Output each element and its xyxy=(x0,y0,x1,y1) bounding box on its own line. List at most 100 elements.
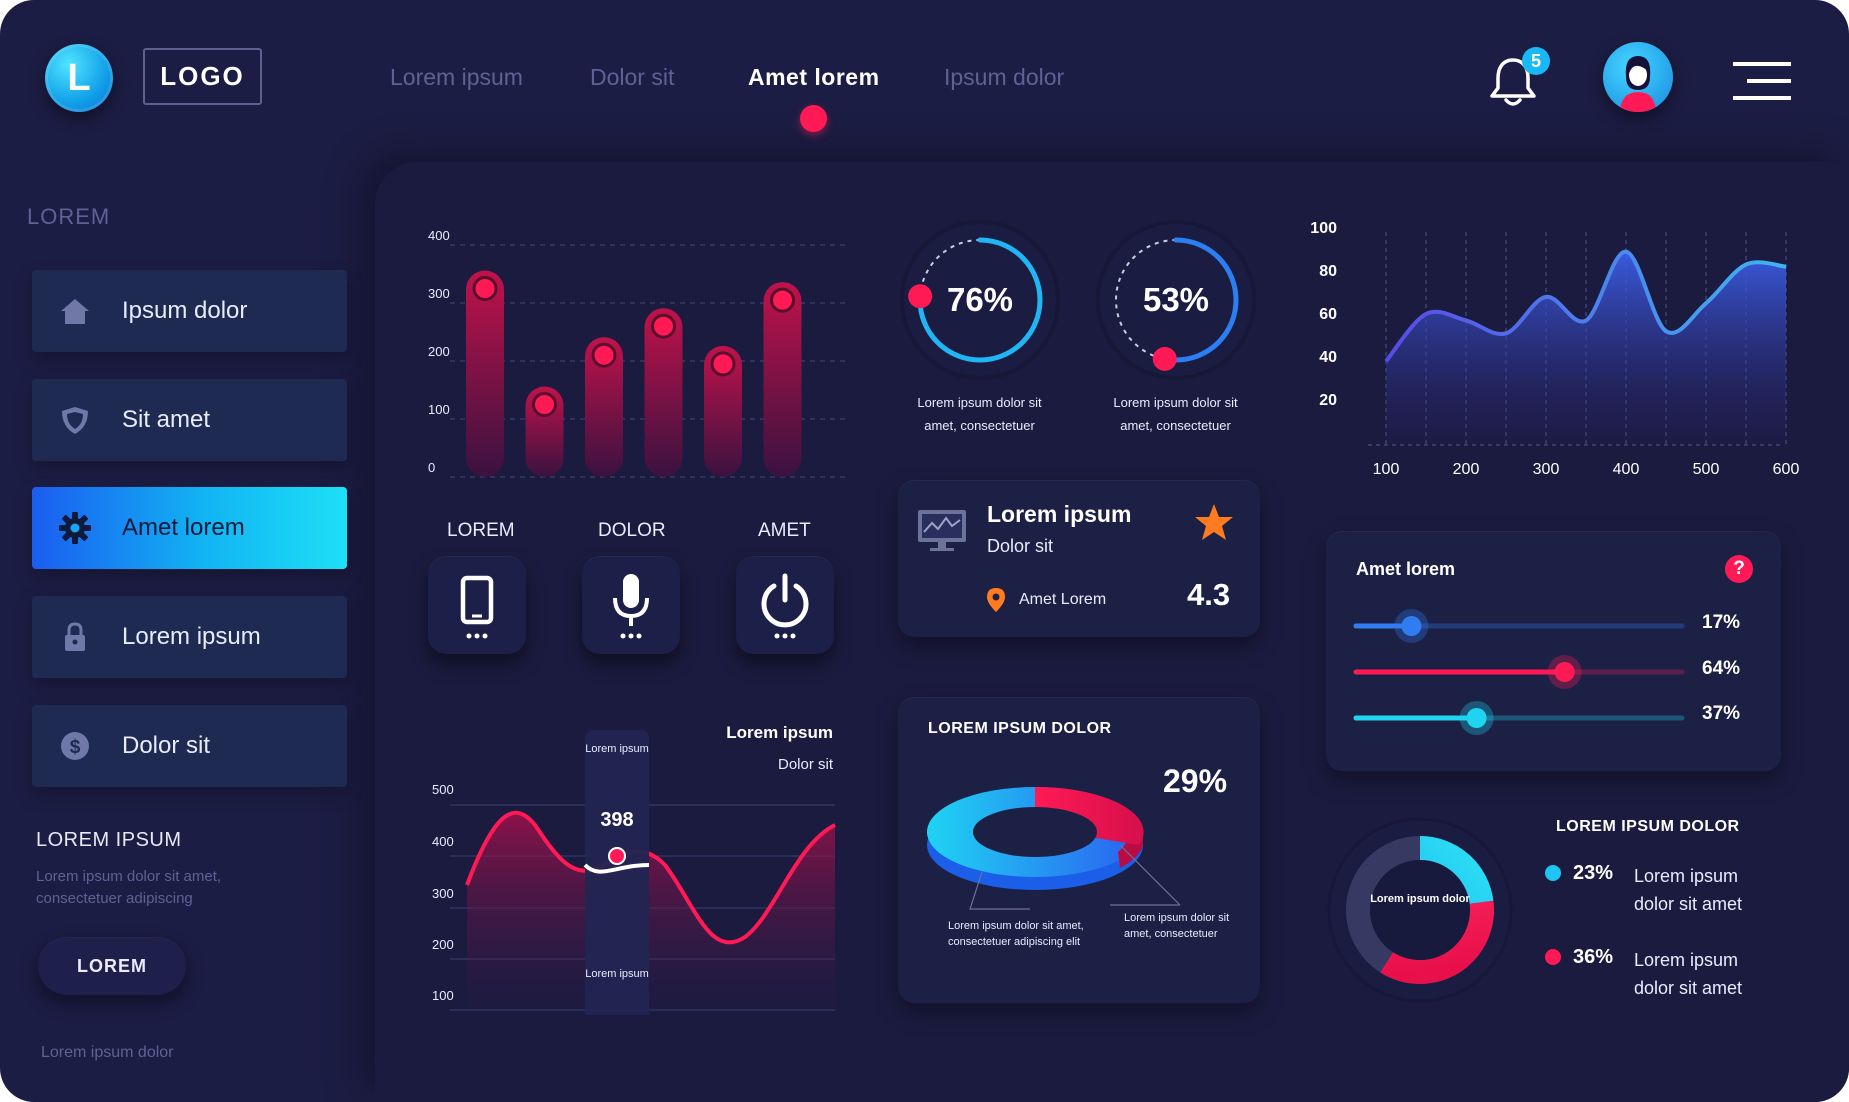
gauge-76: 76% xyxy=(900,220,1060,380)
sidebar-item-lorem-ipsum[interactable]: Lorem ipsum xyxy=(32,596,347,678)
slider-value: 17% xyxy=(1702,612,1741,633)
rating-card-subtitle: Dolor sit xyxy=(987,536,1054,556)
ring-note-left: Lorem ipsum dolor sit amet, consectetuer… xyxy=(948,920,1084,948)
wave-point[interactable] xyxy=(608,847,626,865)
legend-text: Lorem ipsum dolor sit amet xyxy=(1634,946,1742,1002)
slider-tracks[interactable] xyxy=(1353,609,1685,735)
y-tick-label: 400 xyxy=(428,228,450,243)
x-tick-label: 100 xyxy=(1373,461,1400,478)
ring-card-title: LOREM IPSUM DOLOR xyxy=(928,720,1112,737)
microphone-icon xyxy=(613,574,649,639)
bar-point[interactable] xyxy=(651,313,676,339)
sidebar-footer: Lorem ipsum dolor xyxy=(41,1044,174,1061)
gauge-53: 53% xyxy=(1096,220,1256,380)
sliders-card-title: Amet lorem xyxy=(1356,559,1456,579)
logo-badge[interactable]: L xyxy=(45,44,113,112)
gauge-caption: Lorem ipsum dolor sit amet, consectetuer xyxy=(892,391,1067,437)
home-icon xyxy=(61,299,89,324)
star-icon[interactable] xyxy=(1193,502,1235,542)
wave-line-highlight xyxy=(583,863,650,874)
wave-area xyxy=(467,812,835,1010)
hamburger-menu-icon[interactable] xyxy=(1733,60,1791,102)
wave-chart-subtitle: Dolor sit xyxy=(778,756,834,773)
donut-slice-red[interactable] xyxy=(1346,836,1494,984)
sidebar-item-label: Dolor sit xyxy=(122,732,211,759)
nav-item-ipsum-dolor[interactable]: Ipsum dolor xyxy=(944,64,1065,90)
area-chart-y-ticks: 100 80 60 40 20 xyxy=(1310,220,1337,409)
y-tick-label: 60 xyxy=(1319,306,1337,323)
monitor-chart-icon xyxy=(918,510,966,551)
bar[interactable] xyxy=(763,282,802,477)
bar-point[interactable] xyxy=(532,392,557,417)
ring-hole xyxy=(973,807,1097,857)
gauge-value: 76% xyxy=(947,281,1013,318)
legend-dot-red xyxy=(1545,949,1561,965)
sidebar-item-dolor-sit[interactable]: $ Dolor sit xyxy=(32,705,347,787)
bar[interactable] xyxy=(466,270,504,478)
sidebar-item-ipsum-dolor[interactable]: Ipsum dolor xyxy=(32,270,347,352)
sidebar-heading: LOREM xyxy=(27,204,111,229)
ring-chart-card: LOREM IPSUM DOLOR 29% Lorem ipsum dolor … xyxy=(898,697,1260,1003)
avatar[interactable] xyxy=(1603,42,1673,112)
nav-item-lorem-ipsum[interactable]: Lorem ipsum xyxy=(390,64,523,90)
rating-card[interactable]: Lorem ipsum Dolor sit Amet Lorem 4.3 xyxy=(898,480,1260,637)
rating-value: 4.3 xyxy=(1187,577,1231,612)
area-chart-x-ticks: 100 200 300 400 500 600 xyxy=(1373,461,1800,478)
gauge-caption: Lorem ipsum dolor sit amet, consectetuer xyxy=(1088,391,1263,437)
y-tick-label: 100 xyxy=(432,988,454,1003)
gauge-caption-line: Lorem ipsum dolor sit xyxy=(917,395,1042,410)
bar-point[interactable] xyxy=(710,351,736,377)
sidebar-item-label: Amet lorem xyxy=(122,514,245,541)
bar-chart-y-ticks: 400 300 200 100 0 xyxy=(428,228,450,475)
rating-card-title: Lorem ipsum xyxy=(987,501,1132,527)
y-tick-label: 300 xyxy=(428,286,450,301)
slider-handle[interactable] xyxy=(1466,708,1487,728)
sidebar-item-sit-amet[interactable]: Sit amet xyxy=(32,379,347,461)
wave-chart: 500 400 300 200 100 Lorem ipsum 398 Lore… xyxy=(432,723,836,1015)
x-tick-label: 300 xyxy=(1533,461,1560,478)
legend-dot-blue xyxy=(1545,865,1561,881)
slider-handle[interactable] xyxy=(1401,616,1422,636)
y-tick-label: 100 xyxy=(428,402,450,417)
gauge-knob[interactable] xyxy=(908,284,933,309)
sidebar-item-amet-lorem[interactable]: Amet lorem xyxy=(32,487,347,569)
donut-slice-blue[interactable] xyxy=(1346,836,1494,984)
legend-text-line: dolor sit amet xyxy=(1634,894,1743,914)
rating-card-location: Amet Lorem xyxy=(1019,591,1107,608)
bar-chart: 400 300 200 100 0 xyxy=(428,228,845,478)
bar[interactable] xyxy=(704,345,742,477)
donut-card-title: LOREM IPSUM DOLOR xyxy=(1556,818,1740,835)
bar-chart-bars xyxy=(466,270,802,478)
nav-item-amet-lorem[interactable]: Amet lorem xyxy=(748,64,880,90)
area-chart-fill xyxy=(1386,251,1786,445)
legend-percent: 36% xyxy=(1573,946,1614,968)
logo-text[interactable]: LOGO xyxy=(143,48,262,105)
gauge-knob[interactable] xyxy=(1152,346,1177,371)
question-icon[interactable]: ? xyxy=(1725,555,1753,583)
bar[interactable] xyxy=(644,308,683,477)
bar[interactable] xyxy=(585,337,623,477)
slider-handle[interactable] xyxy=(1554,662,1575,682)
bar-point[interactable] xyxy=(591,342,617,368)
sidebar-lorem-button[interactable]: LOREM xyxy=(38,937,186,995)
active-nav-indicator xyxy=(800,105,827,132)
nav-item-dolor-sit[interactable]: Dolor sit xyxy=(590,64,675,90)
tooltip-label-top: Lorem ipsum xyxy=(585,743,649,755)
slider-value: 37% xyxy=(1702,703,1741,724)
bar-point[interactable] xyxy=(770,287,795,313)
user-icon xyxy=(1620,56,1656,112)
bar-point[interactable] xyxy=(472,276,498,301)
gauge-value: 53% xyxy=(1143,281,1209,318)
lock-icon xyxy=(65,622,85,651)
gear-icon xyxy=(59,512,91,544)
microphone-button[interactable] xyxy=(582,556,680,654)
sidebar-section-text: Lorem ipsum dolor sit amet, consectetuer… xyxy=(36,868,222,907)
y-tick-label: 20 xyxy=(1319,392,1337,409)
x-tick-label: 200 xyxy=(1453,461,1480,478)
smartphone-button[interactable] xyxy=(428,556,526,654)
power-button[interactable] xyxy=(736,556,834,654)
slider-value: 64% xyxy=(1702,658,1741,679)
area-chart: 100 80 60 40 20 100 200 300 400 500 600 xyxy=(1310,220,1800,478)
gauge-caption-line: amet, consectetuer xyxy=(1120,418,1231,433)
